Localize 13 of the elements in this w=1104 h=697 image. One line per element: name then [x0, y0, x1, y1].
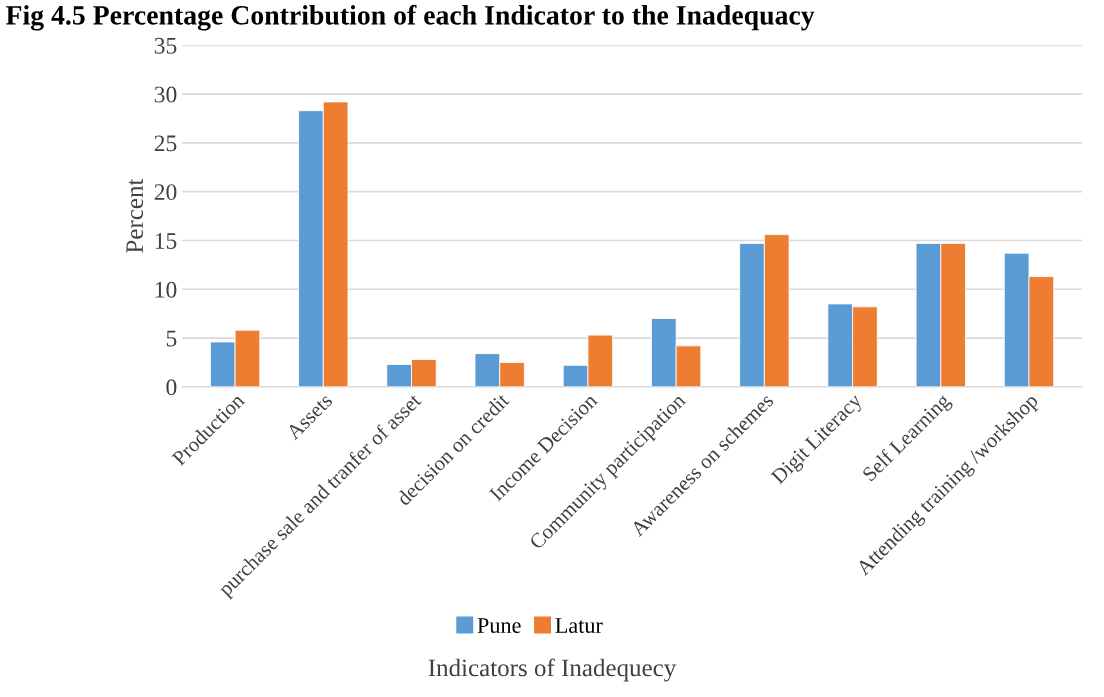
- legend-label: Pune: [477, 618, 521, 633]
- y-axis-title: Percent: [126, 178, 144, 253]
- y-tick-label: 15: [155, 233, 177, 249]
- y-tick-label: 30: [154, 86, 177, 103]
- chart-title: Fig 4.5 Percentage Contribution of each Indicator to the Inadequacy: [5, 4, 815, 31]
- x-axis-title: Indicators of Inadequecy: [428, 658, 677, 682]
- y-tick-label: 10: [155, 281, 177, 298]
- y-tick-label: 35: [154, 37, 177, 54]
- legend-label: Latur: [555, 618, 603, 633]
- y-tick-label: 5: [166, 330, 177, 347]
- y-tick-label: 0: [166, 379, 177, 396]
- y-tick-label: 25: [154, 135, 177, 152]
- y-tick-label: 20: [154, 184, 177, 201]
